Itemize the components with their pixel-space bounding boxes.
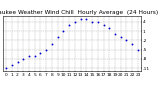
Point xyxy=(108,27,111,29)
Point xyxy=(33,55,36,57)
Point xyxy=(85,18,88,19)
Point xyxy=(5,68,7,69)
Point xyxy=(102,24,105,26)
Point xyxy=(62,30,65,32)
Point xyxy=(131,43,133,44)
Point xyxy=(11,64,13,66)
Point xyxy=(120,37,122,38)
Point xyxy=(68,24,70,26)
Point xyxy=(56,37,59,38)
Point xyxy=(28,55,30,57)
Point xyxy=(74,21,76,23)
Point xyxy=(96,21,99,23)
Point xyxy=(137,49,139,50)
Point xyxy=(22,58,24,60)
Title: Milwaukee Weather Wind Chill  Hourly Average  (24 Hours): Milwaukee Weather Wind Chill Hourly Aver… xyxy=(0,10,159,15)
Point xyxy=(16,61,19,63)
Point xyxy=(114,33,116,35)
Point xyxy=(91,21,93,23)
Point xyxy=(79,18,82,19)
Point xyxy=(39,52,42,54)
Point xyxy=(51,43,53,44)
Point xyxy=(45,49,48,50)
Point xyxy=(125,40,128,41)
